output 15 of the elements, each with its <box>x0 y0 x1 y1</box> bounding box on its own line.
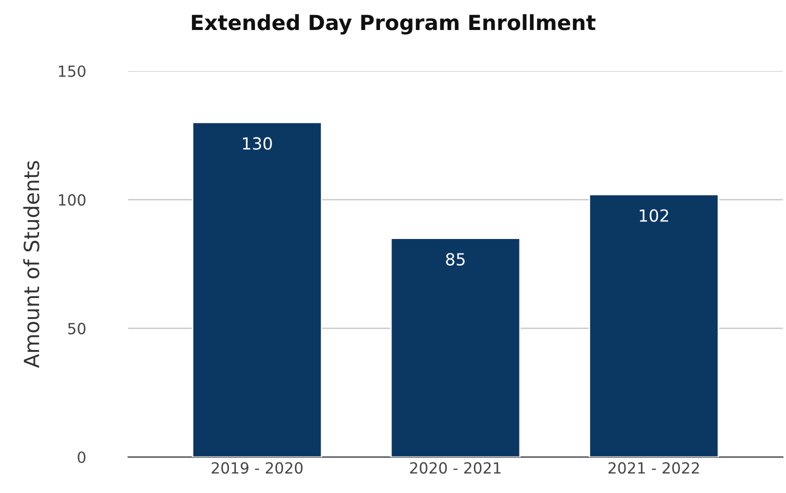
x-tick-label: 2021 - 2022 <box>608 462 699 474</box>
data-label: 130 <box>243 137 272 150</box>
y-tick-label: 100 <box>58 194 86 206</box>
y-axis-title: Amount of Students <box>23 160 40 368</box>
data-label: 102 <box>640 209 668 222</box>
x-tick-label: 2019 - 2020 <box>212 462 303 474</box>
bar <box>588 194 720 458</box>
y-tick-label: 50 <box>68 322 86 334</box>
bar <box>192 122 322 458</box>
y-tick-label: 150 <box>58 65 86 78</box>
data-label: 85 <box>446 252 465 266</box>
chart-title: Extended Day Program Enrollment <box>192 14 596 35</box>
bar <box>390 238 521 458</box>
y-tick-label: 0 <box>78 451 86 464</box>
x-tick-label: 2020 - 2021 <box>410 462 501 474</box>
